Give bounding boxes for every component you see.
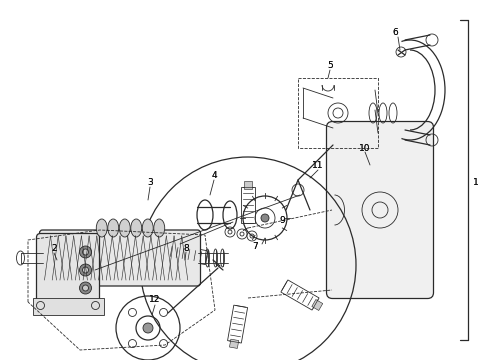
Polygon shape <box>244 181 252 189</box>
Circle shape <box>79 246 92 258</box>
Text: 5: 5 <box>327 60 333 69</box>
FancyBboxPatch shape <box>36 234 99 306</box>
Text: 6: 6 <box>392 27 398 36</box>
Text: 10: 10 <box>359 144 371 153</box>
Text: 7: 7 <box>252 242 258 251</box>
Text: 8: 8 <box>183 243 189 252</box>
Text: 6: 6 <box>392 27 398 36</box>
Ellipse shape <box>119 219 130 237</box>
Polygon shape <box>312 300 323 310</box>
Circle shape <box>82 285 89 291</box>
Ellipse shape <box>97 219 107 237</box>
Text: 5: 5 <box>327 60 333 69</box>
Circle shape <box>79 282 92 294</box>
Ellipse shape <box>131 219 142 237</box>
Text: 11: 11 <box>312 161 324 170</box>
Text: 2: 2 <box>51 243 57 252</box>
Circle shape <box>143 323 153 333</box>
Text: 1: 1 <box>473 177 479 186</box>
Text: 9: 9 <box>279 216 285 225</box>
Circle shape <box>82 249 89 255</box>
Circle shape <box>261 214 269 222</box>
Ellipse shape <box>142 219 153 237</box>
Polygon shape <box>32 297 103 315</box>
Circle shape <box>79 264 92 276</box>
Text: 12: 12 <box>149 296 161 305</box>
Polygon shape <box>165 247 174 256</box>
Text: 9: 9 <box>279 216 285 225</box>
Text: 4: 4 <box>211 171 217 180</box>
Text: 12: 12 <box>149 296 161 305</box>
Text: 11: 11 <box>312 161 324 170</box>
Text: 3: 3 <box>147 177 153 186</box>
Circle shape <box>82 267 89 273</box>
Text: 1: 1 <box>473 177 479 186</box>
FancyBboxPatch shape <box>326 122 434 298</box>
Text: 3: 3 <box>147 177 153 186</box>
Text: 2: 2 <box>51 243 57 252</box>
FancyBboxPatch shape <box>40 230 200 286</box>
Polygon shape <box>229 339 239 348</box>
Text: 4: 4 <box>211 171 217 180</box>
Text: 8: 8 <box>183 243 189 252</box>
Ellipse shape <box>154 219 165 237</box>
Text: 10: 10 <box>359 144 371 153</box>
Ellipse shape <box>108 219 119 237</box>
Text: 7: 7 <box>252 242 258 251</box>
